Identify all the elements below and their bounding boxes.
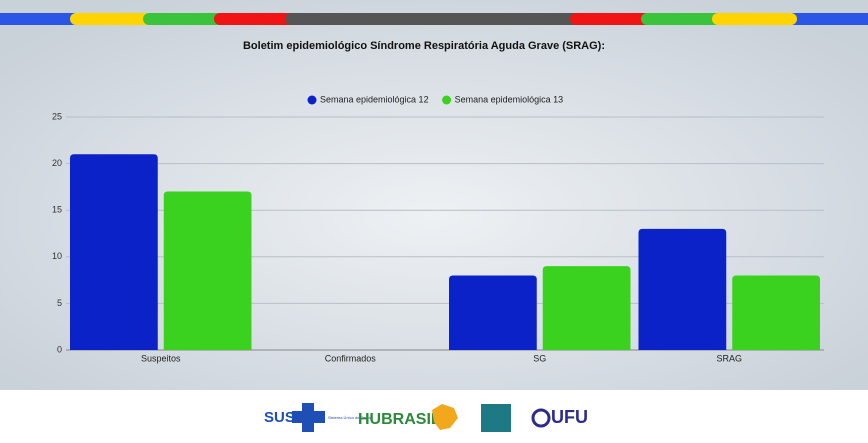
logo-cross — [292, 403, 325, 432]
legend-swatch — [307, 95, 317, 105]
y-tick-label: 20 — [52, 158, 62, 168]
color-stripe — [0, 13, 868, 25]
x-tick-label: Suspeitos — [141, 353, 181, 363]
legend-label: Semana epidemiológica 12 — [320, 94, 429, 104]
legend-label: Semana epidemiológica 13 — [455, 94, 564, 104]
chart-title: Boletim epidemiológico Síndrome Respirat… — [243, 40, 605, 52]
y-tick-label: 25 — [52, 111, 62, 121]
logo-text: HUBRASIL — [358, 411, 441, 428]
logo-mark — [531, 408, 551, 428]
bar — [542, 266, 631, 350]
footer-logos: SUS Sistema Único de Saúde HUBRASIL UFU — [264, 403, 588, 432]
bar — [449, 275, 537, 350]
bar — [732, 275, 820, 350]
logo-hospital — [481, 404, 511, 432]
plot: 0 5 10 15 20 25 Semana epidemiológica 12 Semana… — [52, 94, 824, 363]
y-tick-label: 15 — [52, 205, 62, 215]
logo-text: UFU — [551, 407, 588, 427]
x-tick-label: Confirmados — [325, 353, 377, 363]
x-tick-label: SRAG — [716, 353, 742, 363]
bar — [638, 228, 727, 350]
y-tick-label: 0 — [57, 344, 62, 354]
y-tick-label: 10 — [52, 251, 62, 261]
logo-text: Sistema Único de Saúde — [328, 415, 373, 420]
bar — [163, 191, 252, 350]
logo-text: SUS — [264, 409, 295, 426]
y-tick-label: 5 — [57, 298, 62, 308]
x-tick-label: SG — [533, 353, 546, 363]
logo-map — [432, 404, 458, 430]
bar — [70, 154, 158, 350]
legend-swatch — [442, 95, 452, 105]
